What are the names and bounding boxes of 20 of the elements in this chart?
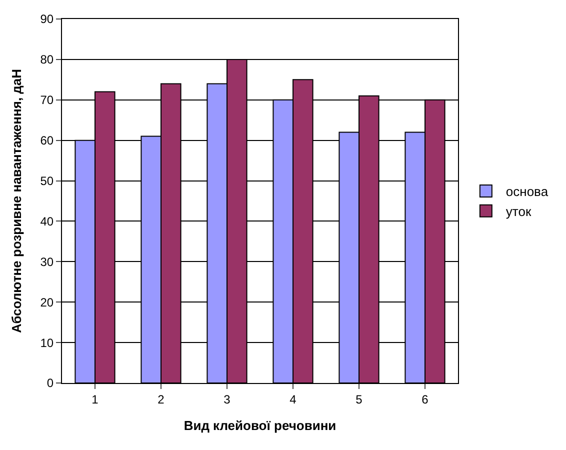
x-tick-label: 5 bbox=[356, 392, 363, 406]
x-axis-title: Вид клейової речовини bbox=[184, 418, 336, 433]
y-tick-label: 10 bbox=[40, 336, 54, 350]
y-tick-label: 0 bbox=[46, 376, 54, 390]
legend-label: основа bbox=[506, 184, 549, 200]
y-tick-label: 40 bbox=[40, 214, 54, 228]
y-tick-label: 20 bbox=[40, 295, 54, 310]
y-tick-label: 30 bbox=[40, 254, 54, 269]
y-tick-label: 90 bbox=[40, 12, 54, 26]
x-tick-label: 4 bbox=[290, 392, 297, 406]
x-tick-label: 6 bbox=[422, 392, 429, 406]
x-tick-label: 2 bbox=[158, 392, 165, 406]
y-axis-title: Абсолютне розривне навантаження, даН bbox=[9, 68, 24, 334]
y-tick-label: 50 bbox=[40, 174, 54, 188]
y-tick-label: 80 bbox=[40, 52, 54, 67]
x-tick-label: 1 bbox=[92, 392, 99, 406]
y-tick-label: 70 bbox=[40, 93, 54, 108]
legend-label: уток bbox=[506, 204, 532, 219]
y-tick-label: 60 bbox=[40, 134, 54, 148]
x-tick-label: 3 bbox=[224, 392, 231, 406]
